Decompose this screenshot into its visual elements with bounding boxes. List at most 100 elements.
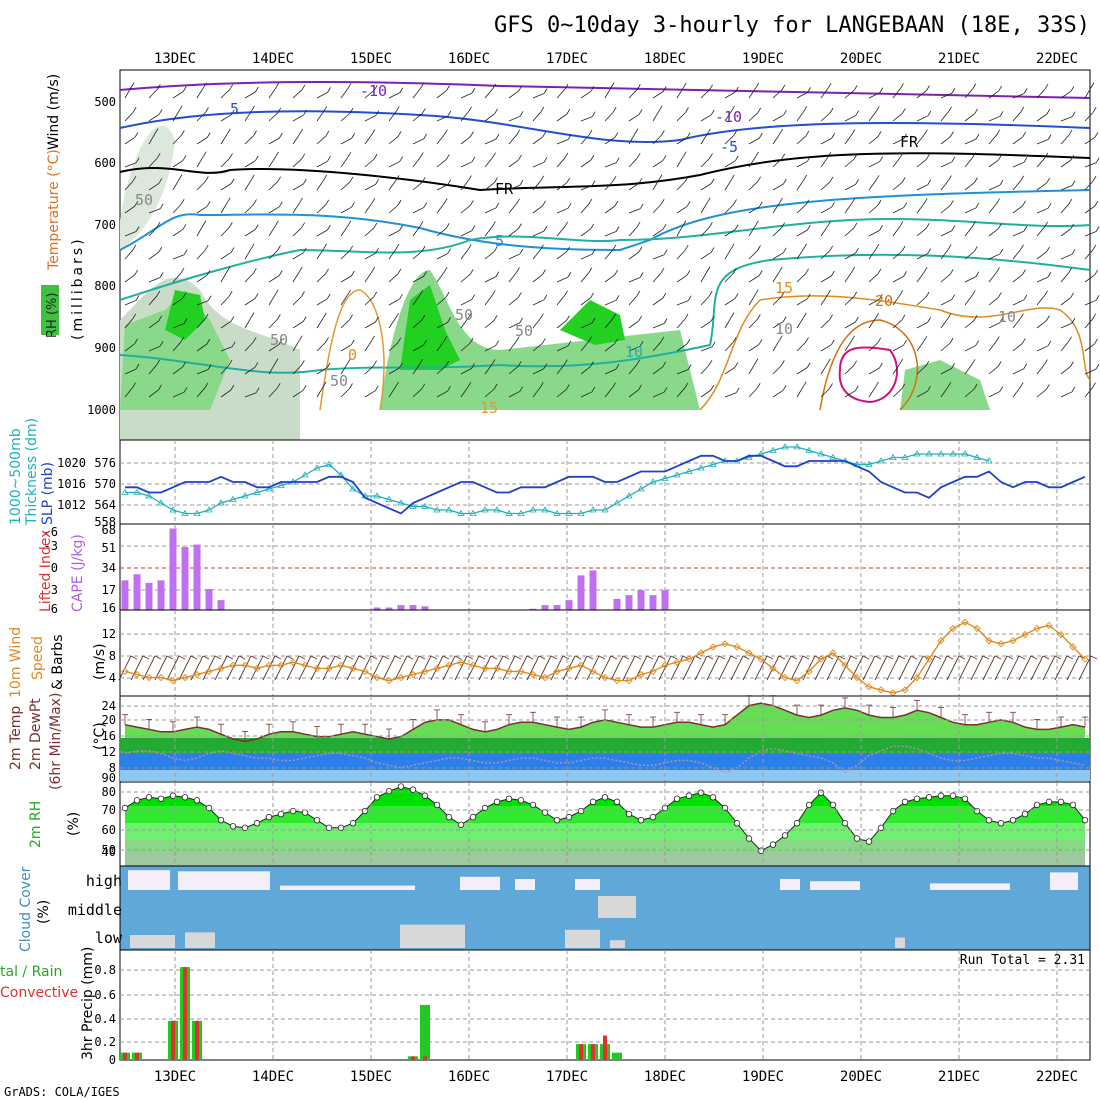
wind-barb: [340, 206, 352, 214]
wind-barb: [735, 387, 740, 393]
surface-barb: [1006, 655, 1014, 660]
wind-barb: [998, 223, 1002, 229]
wind-barb: [132, 107, 137, 113]
wind-barb: [829, 383, 833, 389]
surface-barb: [886, 655, 900, 681]
wind-barb: [779, 128, 784, 135]
wind-barb: [1012, 180, 1022, 191]
wind-barb: [829, 107, 834, 114]
rh-point: [973, 807, 981, 815]
rh-point: [181, 794, 189, 801]
wind-barb: [364, 365, 374, 375]
wind-barb: [940, 386, 949, 398]
wind-barb: [388, 342, 399, 352]
cape-bar: [541, 605, 549, 610]
rh-point: [937, 792, 945, 799]
wind-barb: [975, 271, 980, 277]
thickness-point: [325, 460, 333, 467]
precip-conv-bar: [411, 1056, 415, 1060]
wind-point: [313, 664, 321, 672]
precip-conv-bar: [171, 1020, 175, 1060]
rh-point: [121, 804, 129, 812]
wind-barb: [1020, 313, 1024, 319]
wind-barb: [1047, 203, 1052, 209]
thickness-point: [649, 478, 657, 485]
wind-barb: [580, 297, 591, 306]
wind-barb: [244, 273, 254, 283]
wind-barb: [900, 83, 904, 89]
cloud-low: [565, 929, 600, 948]
wind-barb: [469, 337, 474, 344]
wind-barb: [484, 88, 494, 99]
wind-barb: [484, 251, 495, 260]
wind-barb: [244, 248, 252, 260]
wind-barb: [802, 381, 807, 387]
wind-barb: [999, 317, 1004, 323]
wind-barb: [732, 337, 737, 343]
wind-barb: [327, 224, 331, 231]
wind-barb: [148, 226, 158, 237]
wind-point: [325, 664, 333, 672]
wind-barb: [951, 294, 956, 300]
wind-barb: [447, 317, 451, 323]
wind-barb: [844, 158, 855, 168]
wind-barb: [134, 269, 139, 276]
surface-barb: [730, 655, 738, 660]
wind-barb: [447, 385, 451, 392]
wind-barb: [820, 181, 831, 191]
wind-barb: [964, 207, 977, 214]
wind-barb: [443, 335, 448, 342]
wind-barb: [412, 181, 423, 191]
wind-barb: [709, 153, 713, 159]
wind-barb: [388, 248, 397, 260]
surface-barb: [286, 655, 300, 681]
wind-barb: [532, 136, 543, 145]
surface-barb: [370, 655, 378, 660]
wind-barb: [220, 202, 228, 214]
wind-point: [1033, 624, 1041, 633]
wind-barb: [998, 154, 1002, 160]
wind-barb: [700, 227, 710, 237]
wind-barb: [734, 362, 739, 368]
wind-barb: [1068, 129, 1073, 136]
wind-barb: [1070, 154, 1075, 161]
wind-barb: [844, 365, 854, 375]
wind-barb: [923, 198, 928, 204]
thickness-point: [301, 471, 309, 478]
wind-point: [841, 661, 849, 669]
wind-barb: [988, 253, 1001, 260]
wind-barb: [590, 86, 595, 92]
wind-barb: [388, 204, 399, 214]
wind-barb: [388, 298, 400, 306]
surface-barb: [838, 655, 846, 660]
wind-barb: [1036, 139, 1049, 145]
wind-barb: [1095, 295, 1100, 301]
wind-barb: [388, 92, 400, 99]
temp-label-b: 2m DewPt: [28, 698, 44, 770]
wind-barb: [772, 365, 782, 375]
bottom-date-label: 22DEC: [1036, 1069, 1078, 1085]
top-date-label: 13DEC: [154, 51, 196, 67]
wind-barb: [132, 313, 137, 320]
wind-barb: [484, 207, 497, 214]
wind-point: [157, 673, 165, 682]
wind-barb: [326, 293, 331, 300]
wind-barb: [159, 203, 164, 209]
wind-barb: [820, 363, 828, 375]
wind-barb: [275, 151, 279, 158]
cape-bar: [529, 608, 537, 610]
wind-barb: [316, 317, 324, 329]
wind-barb: [662, 361, 667, 368]
wind-point: [349, 664, 357, 672]
wind-barb: [124, 387, 133, 398]
wind-barb: [844, 115, 856, 122]
wind-barb: [662, 292, 667, 299]
wind-barb: [220, 346, 233, 352]
wind-barb: [733, 199, 737, 205]
wind-barb: [1090, 82, 1095, 88]
surface-barb: [202, 655, 210, 660]
wind-barb: [468, 106, 472, 112]
surface-barb: [778, 655, 786, 660]
wind-barb: [868, 342, 879, 352]
rh-point: [613, 798, 621, 806]
